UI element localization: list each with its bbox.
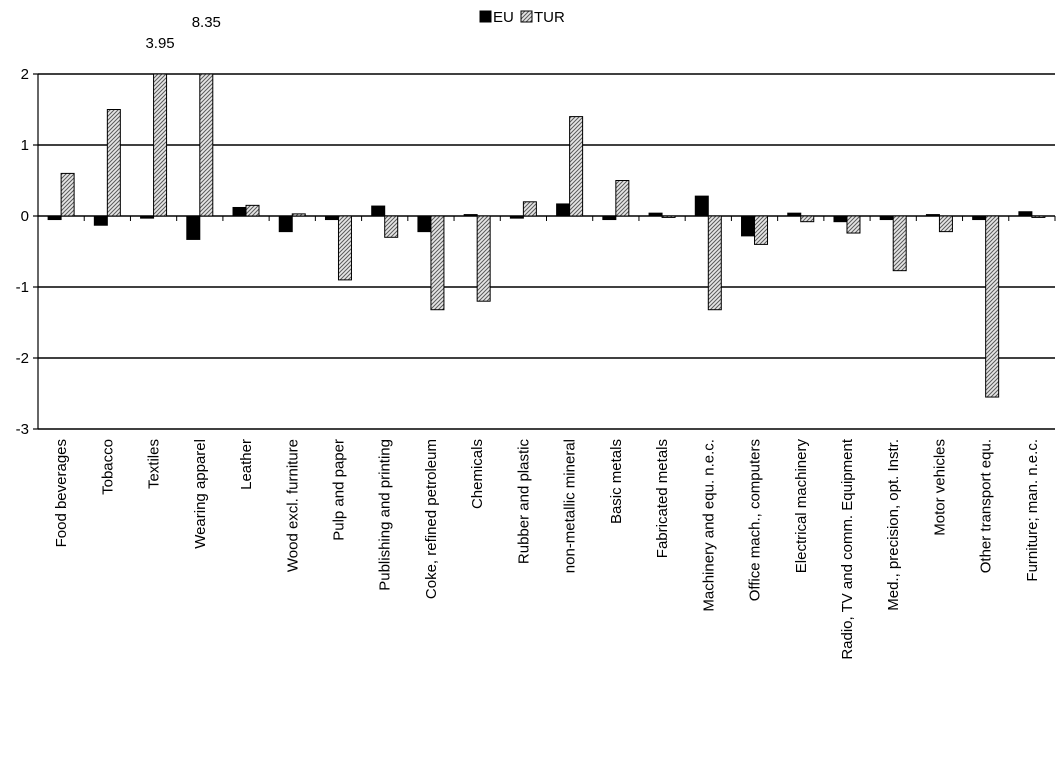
bar-tur-8 [430,215,445,311]
bar-eu-2 [140,215,155,219]
bar-eu-0 [47,215,62,221]
legend-label-eu: EU [493,9,514,26]
data-annotations: 3.95 8.35 [145,14,220,52]
x-category-label: Radio, TV and comm. Equipment [839,438,856,659]
y-tick-label: 2 [21,66,29,83]
bar-eu-21 [1018,211,1033,217]
bar-eu-13 [648,212,663,217]
bar-eu-19 [925,214,940,217]
y-tick-label: -2 [16,350,29,367]
bar-eu-7 [371,205,386,217]
bar-tur-1 [106,109,121,217]
bar-eu-14 [694,195,709,217]
bar-tur-20 [985,215,1000,398]
bar-tur-14 [707,215,722,311]
x-category-label: Machinery and equ. n.e.c. [700,439,717,612]
bar-eu-4 [232,206,247,217]
bar-tur-11 [569,116,584,217]
x-category-label: Office mach., computers [747,439,764,601]
x-category-label: Electrical machinery [793,439,810,574]
bar-eu-8 [417,215,432,233]
bar-eu-18 [879,215,894,221]
x-category-label: Wood excl. furniture [284,439,301,572]
bar-tur-12 [615,180,630,217]
legend: EU TUR [479,9,565,26]
y-tick-label: -3 [16,421,29,438]
bars [47,73,1046,398]
x-category-label: Wearing apparel [192,439,209,549]
x-category-label: Chemicals [469,439,486,509]
x-category-label: Med., precision, opt. Instr. [885,439,902,611]
x-category-label: Food beverages [53,439,70,547]
x-category-label: Publishing and printing [377,439,394,591]
x-category-label: Rubber and plastic [515,439,532,565]
x-category-label: Furniture; man. n.e.c. [1024,439,1041,582]
x-category-label: Textiles [146,439,163,489]
value-annotation: 3.95 [145,35,174,52]
value-annotation: 8.35 [192,14,221,31]
bar-tur-15 [754,215,769,245]
y-tick-label: 1 [21,137,29,154]
bar-eu-11 [556,203,571,217]
y-tick-label: 0 [21,208,29,225]
bar-eu-10 [509,215,524,219]
bar-tur-0 [60,172,75,217]
bar-eu-20 [972,215,987,221]
bar-tur-10 [522,201,537,217]
bar-tur-5 [291,213,306,217]
bar-tur-4 [245,204,260,217]
bar-eu-12 [602,215,617,221]
x-category-label: Other transport equ. [978,439,995,573]
bar-tur-6 [337,215,352,281]
bar-eu-3 [186,215,201,240]
x-category-label: non-metallic mineral [562,439,579,573]
axes [37,74,1056,429]
legend-swatch-tur [520,10,533,23]
bar-tur-21 [1031,215,1046,218]
x-category-label: Leather [238,439,255,490]
bar-tur-19 [938,215,953,233]
bar-eu-9 [463,214,478,217]
y-tick-label: -1 [16,279,29,296]
bar-tur-3 [199,73,214,217]
legend-swatch-eu [479,10,492,23]
y-axis-ticks: 2 1 0 -1 -2 -3 [16,66,38,438]
bar-tur-18 [892,215,907,272]
x-category-label: Coke, refined petroleum [423,439,440,599]
x-category-label: Tobacco [99,439,116,495]
bar-eu-5 [278,215,293,233]
bar-tur-2 [153,73,168,217]
bar-tur-9 [476,215,491,302]
x-category-label: Pulp and paper [330,439,347,541]
x-category-label: Basic metals [608,439,625,524]
legend-label-tur: TUR [534,9,565,26]
x-axis-labels: Food beverages Tobacco Textiles Wearing app… [53,438,1041,659]
bar-eu-6 [324,215,339,221]
x-category-label: Fabricated metals [654,439,671,558]
bar-eu-1 [93,215,108,226]
bar-tur-17 [846,215,861,234]
x-category-label: Motor vehicles [931,439,948,536]
bar-eu-15 [741,215,756,237]
bar-eu-16 [787,212,802,217]
bar-tur-7 [384,215,399,238]
bar-tur-13 [661,215,676,218]
bar-eu-17 [833,215,848,223]
bar-tur-16 [800,215,815,223]
